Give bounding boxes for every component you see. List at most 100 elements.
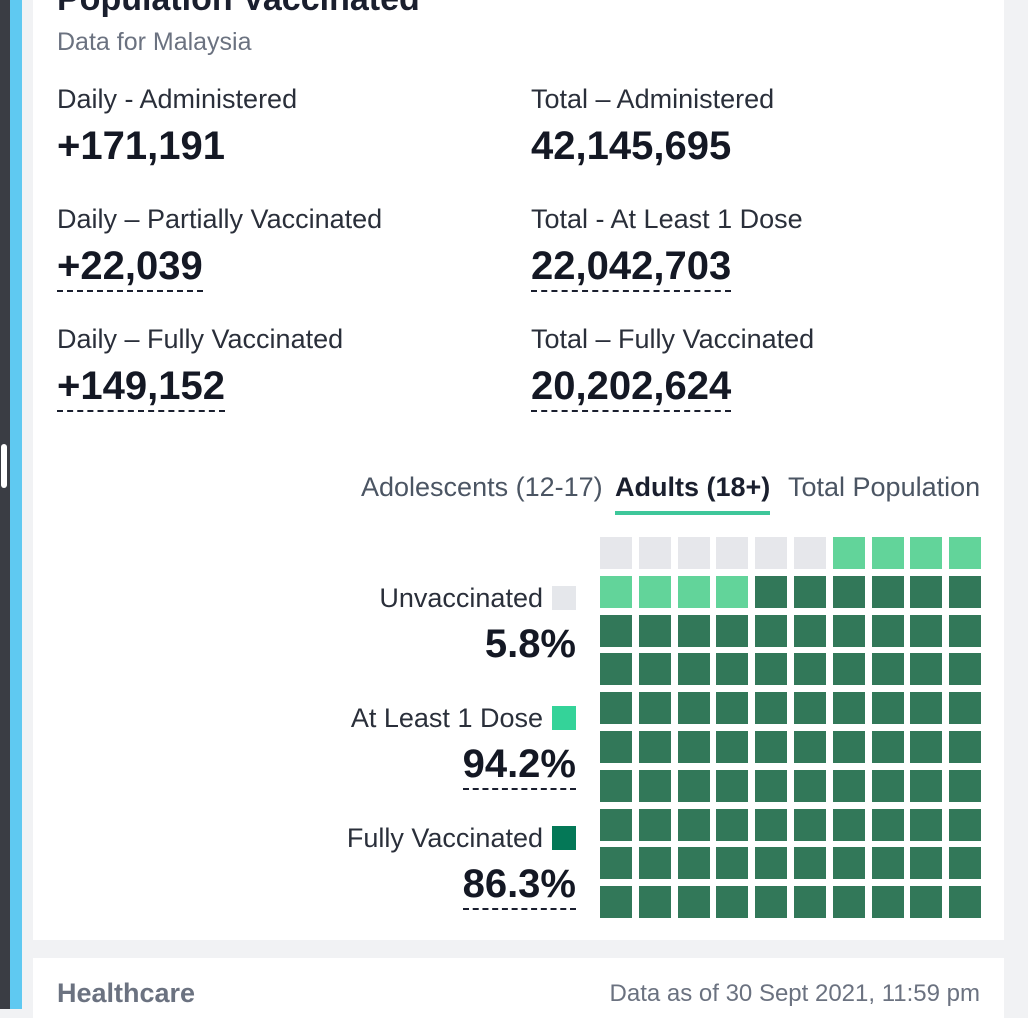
waffle-cell-fully [871,769,904,802]
legend-label: Unvaccinated [379,582,543,613]
waffle-cell-fully [832,847,865,880]
scrollbar-handle[interactable] [1,444,7,488]
waffle-cell-partial [949,537,982,569]
waffle-cell-fully [755,847,788,880]
waffle-cell-fully [638,692,671,725]
waffle-cell-fully [949,575,982,608]
waffle-cell-fully [755,614,788,647]
waffle-cell-fully [716,731,749,763]
waffle-cell-fully [755,769,788,802]
waffle-cell-fully [910,692,943,725]
waffle-cell-fully [832,692,865,725]
waffle-cell-fully [600,886,632,919]
waffle-cell-fully [794,808,826,841]
population-vaccinated-card: Population Vaccinated Data for Malaysia … [33,0,1004,940]
stat-label: Daily – Fully Vaccinated [57,324,344,354]
waffle-cell-fully [832,808,865,841]
waffle-cell-partial [910,537,943,569]
waffle-cell-fully [910,731,943,763]
tab-total-population[interactable]: Total Population [788,472,981,502]
waffle-cell-fully [677,769,710,802]
healthcare-card: Healthcare Data as of 30 Sept 2021, 11:5… [33,958,1004,1018]
waffle-cell-fully [910,769,943,802]
waffle-cell-fully [910,653,943,686]
stat-value-link[interactable]: 20,202,624 [531,364,732,412]
waffle-cell-fully [677,886,710,919]
waffle-cell-fully [755,575,788,608]
legend-fully-vaccinated: Fully Vaccinated 86.3% [347,818,576,910]
waffle-cell-fully [638,769,671,802]
waffle-cell-partial [716,575,749,608]
waffle-cell-fully [794,847,826,880]
page-title: Population Vaccinated [57,0,420,19]
data-as-of: Data as of 30 Sept 2021, 11:59 pm [609,980,980,1007]
stat-daily-administered: Daily - Administered +171,191 [57,84,297,168]
stat-label: Total - At Least 1 Dose [531,204,803,234]
waffle-cell-unvaccinated [755,537,788,569]
left-rail [0,0,10,1009]
legend-value-link[interactable]: 86.3% [462,862,576,910]
waffle-cell-fully [832,731,865,763]
waffle-cell-fully [716,614,749,647]
waffle-cell-fully [794,653,826,686]
waffle-cell-fully [600,731,632,763]
waffle-cell-fully [832,886,865,919]
waffle-cell-fully [716,769,749,802]
waffle-cell-fully [871,731,904,763]
waffle-cell-fully [949,886,982,919]
stat-daily-partial: Daily – Partially Vaccinated +22,039 [57,204,382,292]
waffle-cell-fully [949,847,982,880]
waffle-cell-partial [677,575,710,608]
waffle-cell-fully [910,886,943,919]
waffle-cell-fully [677,692,710,725]
legend-label: Fully Vaccinated [346,822,543,853]
tab-adolescents[interactable]: Adolescents (12-17) [361,472,603,502]
waffle-cell-fully [638,614,671,647]
waffle-cell-fully [600,692,632,725]
waffle-cell-partial [871,537,904,569]
stat-value: 42,145,695 [531,124,732,168]
legend-at-least-1-dose: At Least 1 Dose 94.2% [351,698,576,790]
waffle-cell-fully [871,692,904,725]
waffle-cell-fully [794,886,826,919]
waffle-cell-fully [871,575,904,608]
waffle-cell-fully [677,731,710,763]
waffle-cell-fully [910,575,943,608]
waffle-cell-fully [716,847,749,880]
waffle-cell-fully [794,575,826,608]
waffle-cell-fully [871,653,904,686]
waffle-cell-fully [871,847,904,880]
waffle-cell-fully [794,731,826,763]
legend-value: 5.8% [484,622,576,666]
stat-value-link[interactable]: +22,039 [57,244,203,292]
stat-label: Total – Administered [531,84,775,114]
waffle-cell-fully [871,886,904,919]
waffle-cell-fully [600,808,632,841]
waffle-cell-unvaccinated [716,537,749,569]
waffle-cell-fully [600,614,632,647]
waffle-cell-fully [832,769,865,802]
waffle-cell-fully [949,692,982,725]
fully-vaccinated-swatch [552,826,576,850]
stat-value-link[interactable]: 22,042,703 [531,244,732,292]
waffle-cell-fully [638,886,671,919]
waffle-cell-fully [794,614,826,647]
waffle-cell-fully [910,847,943,880]
stat-value-link[interactable]: +149,152 [57,364,225,412]
waffle-cell-fully [755,692,788,725]
tab-adults[interactable]: Adults (18+) [615,472,771,515]
waffle-cell-fully [755,731,788,763]
stat-value: +171,191 [57,124,225,168]
waffle-cell-fully [832,614,865,647]
waffle-cell-fully [600,653,632,686]
stat-daily-fully: Daily – Fully Vaccinated +149,152 [57,324,343,412]
waffle-cell-fully [638,847,671,880]
waffle-cell-fully [677,614,710,647]
legend-label: At Least 1 Dose [350,702,543,733]
waffle-cell-fully [600,847,632,880]
waffle-cell-unvaccinated [677,537,710,569]
waffle-cell-unvaccinated [794,537,826,569]
waffle-cell-fully [794,769,826,802]
waffle-cell-unvaccinated [600,537,632,569]
legend-value-link[interactable]: 94.2% [462,742,576,790]
